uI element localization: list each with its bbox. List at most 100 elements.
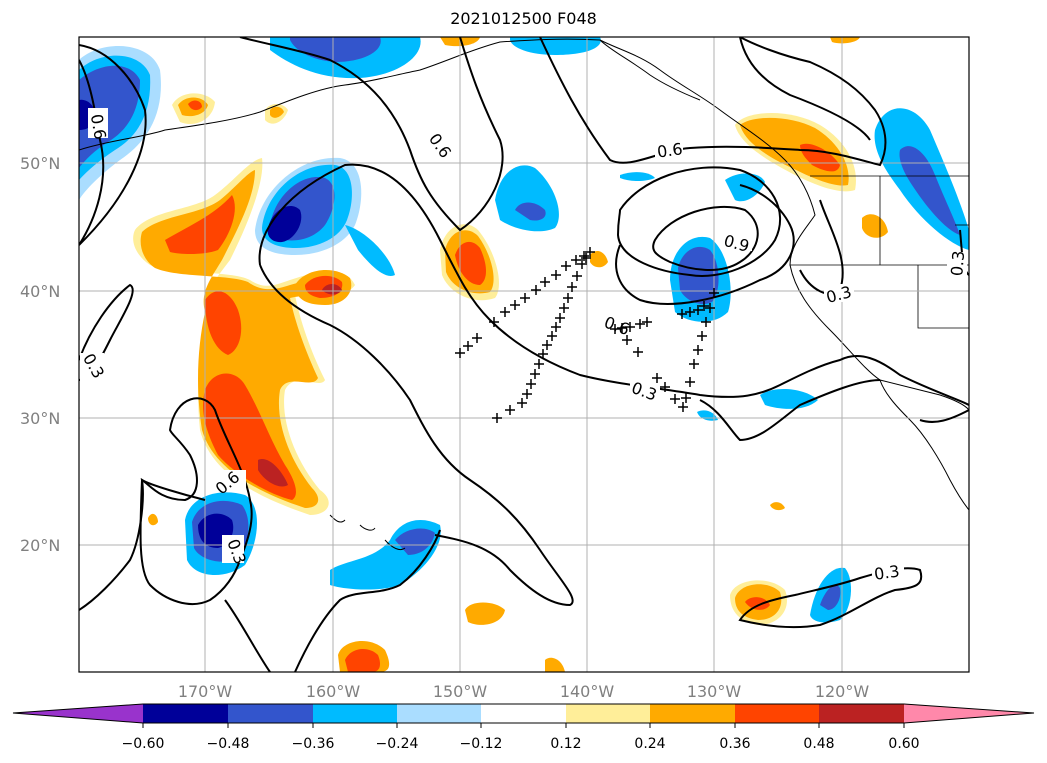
positive-anomaly-small xyxy=(148,37,888,672)
colorbar-tick: 0.48 xyxy=(803,736,834,752)
lat-label-40n: 40°N xyxy=(20,282,60,301)
trajectory-marker xyxy=(681,393,691,403)
contour-label: 0.3 xyxy=(947,250,968,277)
trajectory-marker xyxy=(652,373,662,383)
trajectory-marker xyxy=(571,255,581,265)
trajectory-marker xyxy=(534,359,544,369)
contour-label-bg xyxy=(947,252,967,282)
trajectory-marker xyxy=(517,398,527,408)
trajectory-marker xyxy=(505,405,515,415)
lat-label-30n: 30°N xyxy=(20,409,60,428)
colorbar-tick: 0.12 xyxy=(550,736,581,752)
lon-label-130w: 130°W xyxy=(687,682,742,701)
positive-anomaly-bc xyxy=(735,112,856,192)
colorbar: −0.60 −0.48 −0.36 −0.24 −0.12 0.12 0.24 … xyxy=(12,703,1035,752)
trajectory-marker xyxy=(555,313,565,323)
trajectory-marker xyxy=(670,394,680,404)
colorbar-tick: 0.36 xyxy=(719,736,750,752)
latitude-labels: 50°N 40°N 30°N 20°N xyxy=(20,154,60,555)
trajectory-marker xyxy=(572,271,582,281)
contour-label-bg xyxy=(80,353,104,381)
trajectory-marker xyxy=(660,382,670,392)
colorbar-tick: −0.24 xyxy=(376,736,419,752)
contour-label-bg xyxy=(602,316,630,334)
colorbar-segment xyxy=(819,704,904,723)
lat-label-50n: 50°N xyxy=(20,154,60,173)
contour-label-bg xyxy=(824,284,854,302)
colorbar-segment xyxy=(313,704,397,723)
shaded-field xyxy=(79,37,969,672)
trajectory-marker xyxy=(677,309,687,319)
trajectory-marker xyxy=(635,319,645,329)
trajectory-marker xyxy=(522,389,532,399)
contour-label: 0.3 xyxy=(873,561,901,583)
colorbar-segment xyxy=(735,704,819,723)
contour-label-bg xyxy=(88,108,108,138)
lon-label-120w: 120°W xyxy=(815,682,870,701)
colorbar-segment xyxy=(397,704,481,723)
contour-label: 0.6 xyxy=(656,139,684,161)
trajectory-marker xyxy=(577,259,587,269)
trajectory-marker xyxy=(685,307,695,317)
trajectory-marker xyxy=(701,317,711,327)
trajectory-marker xyxy=(530,369,540,379)
trajectory-marker xyxy=(685,377,695,387)
trajectory-marker xyxy=(581,253,591,263)
colorbar-tick: 0.60 xyxy=(888,736,919,752)
negative-anomaly-coast xyxy=(725,108,969,251)
trajectory-marker xyxy=(526,379,536,389)
trajectory-marker xyxy=(540,277,550,287)
map-title: 2021012500 F048 xyxy=(450,9,597,28)
colorbar-tick: −0.60 xyxy=(122,736,165,752)
contour-label: 0.6 xyxy=(87,113,110,141)
trajectory-marker xyxy=(617,323,627,333)
trajectory-marker xyxy=(538,349,548,359)
trajectory-marker xyxy=(693,345,703,355)
colorbar-tick: −0.48 xyxy=(207,736,250,752)
colorbar-segment xyxy=(650,704,735,723)
trajectory-marker xyxy=(561,261,571,271)
trajectory-marker xyxy=(492,413,502,423)
trajectory-marker xyxy=(693,305,703,315)
colorbar-segment xyxy=(228,704,313,723)
lon-label-150w: 150°W xyxy=(433,682,488,701)
trajectory-marker xyxy=(510,300,520,310)
colorbar-tick: −0.36 xyxy=(292,736,335,752)
trajectory-marker xyxy=(455,348,465,358)
colorbar-segment xyxy=(143,704,228,723)
map-frame xyxy=(78,36,970,673)
trajectory-marker xyxy=(699,301,709,311)
trajectory-marker xyxy=(489,317,499,327)
trajectory-marker xyxy=(709,288,719,298)
trajectory-marker xyxy=(585,247,595,257)
trajectory-marker xyxy=(500,307,510,317)
colorbar-tick: −0.12 xyxy=(460,736,503,752)
contour-label-bg xyxy=(722,233,752,251)
lon-label-170w: 170°W xyxy=(178,682,233,701)
trajectory-markers xyxy=(455,247,719,423)
trajectory-marker xyxy=(531,285,541,295)
contour-label-bg xyxy=(212,470,246,490)
trajectory-marker xyxy=(472,333,482,343)
contour-label-bg xyxy=(422,132,448,150)
contour-label-bg xyxy=(222,535,244,563)
negative-anomaly-160w xyxy=(255,157,395,276)
colorbar-extend-high xyxy=(904,704,1034,723)
trajectory-marker xyxy=(689,359,699,369)
trajectory-marker xyxy=(610,324,620,334)
trajectory-marker xyxy=(705,303,715,313)
longitude-labels: 170°W 160°W 150°W 140°W 130°W 120°W xyxy=(178,682,870,701)
state-borders xyxy=(790,175,969,329)
contour-label-bg xyxy=(630,380,660,400)
contour-lines xyxy=(79,37,969,672)
trajectory-marker xyxy=(678,402,688,412)
trajectory-marker xyxy=(463,341,473,351)
positive-anomaly-plume xyxy=(133,158,355,515)
trajectory-marker xyxy=(542,340,552,350)
trajectory-marker xyxy=(642,317,652,327)
lat-label-20n: 20°N xyxy=(20,536,60,555)
trajectory-marker xyxy=(625,322,635,332)
trajectory-marker xyxy=(559,303,569,313)
colorbar-segment xyxy=(481,704,566,723)
